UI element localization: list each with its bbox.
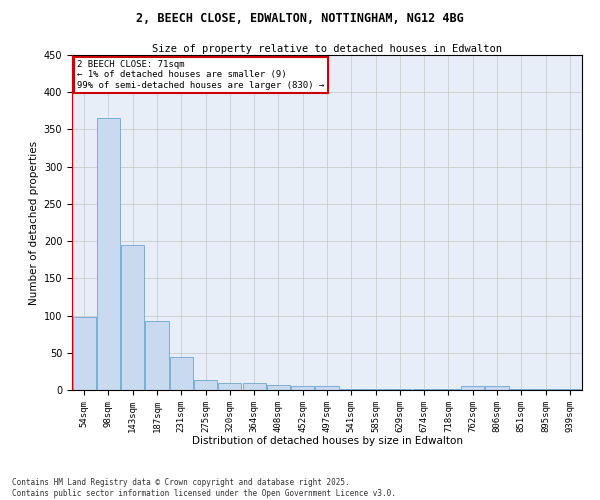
Bar — [485, 386, 509, 390]
Bar — [194, 380, 217, 390]
Y-axis label: Number of detached properties: Number of detached properties — [29, 140, 40, 304]
Bar — [510, 388, 533, 390]
Bar — [534, 388, 557, 390]
Text: 2, BEECH CLOSE, EDWALTON, NOTTINGHAM, NG12 4BG: 2, BEECH CLOSE, EDWALTON, NOTTINGHAM, NG… — [136, 12, 464, 26]
Bar — [559, 388, 581, 390]
Bar — [291, 386, 314, 390]
Title: Size of property relative to detached houses in Edwalton: Size of property relative to detached ho… — [152, 44, 502, 54]
X-axis label: Distribution of detached houses by size in Edwalton: Distribution of detached houses by size … — [191, 436, 463, 446]
Text: 2 BEECH CLOSE: 71sqm
← 1% of detached houses are smaller (9)
99% of semi-detache: 2 BEECH CLOSE: 71sqm ← 1% of detached ho… — [77, 60, 325, 90]
Bar — [267, 385, 290, 390]
Bar — [73, 317, 95, 390]
Bar — [388, 388, 412, 390]
Bar — [170, 356, 193, 390]
Bar — [242, 382, 266, 390]
Bar — [340, 388, 363, 390]
Bar — [121, 245, 144, 390]
Bar — [316, 386, 338, 390]
Bar — [437, 388, 460, 390]
Bar — [145, 321, 169, 390]
Bar — [461, 386, 484, 390]
Bar — [413, 388, 436, 390]
Text: Contains HM Land Registry data © Crown copyright and database right 2025.
Contai: Contains HM Land Registry data © Crown c… — [12, 478, 396, 498]
Bar — [364, 388, 387, 390]
Bar — [97, 118, 120, 390]
Bar — [218, 382, 241, 390]
